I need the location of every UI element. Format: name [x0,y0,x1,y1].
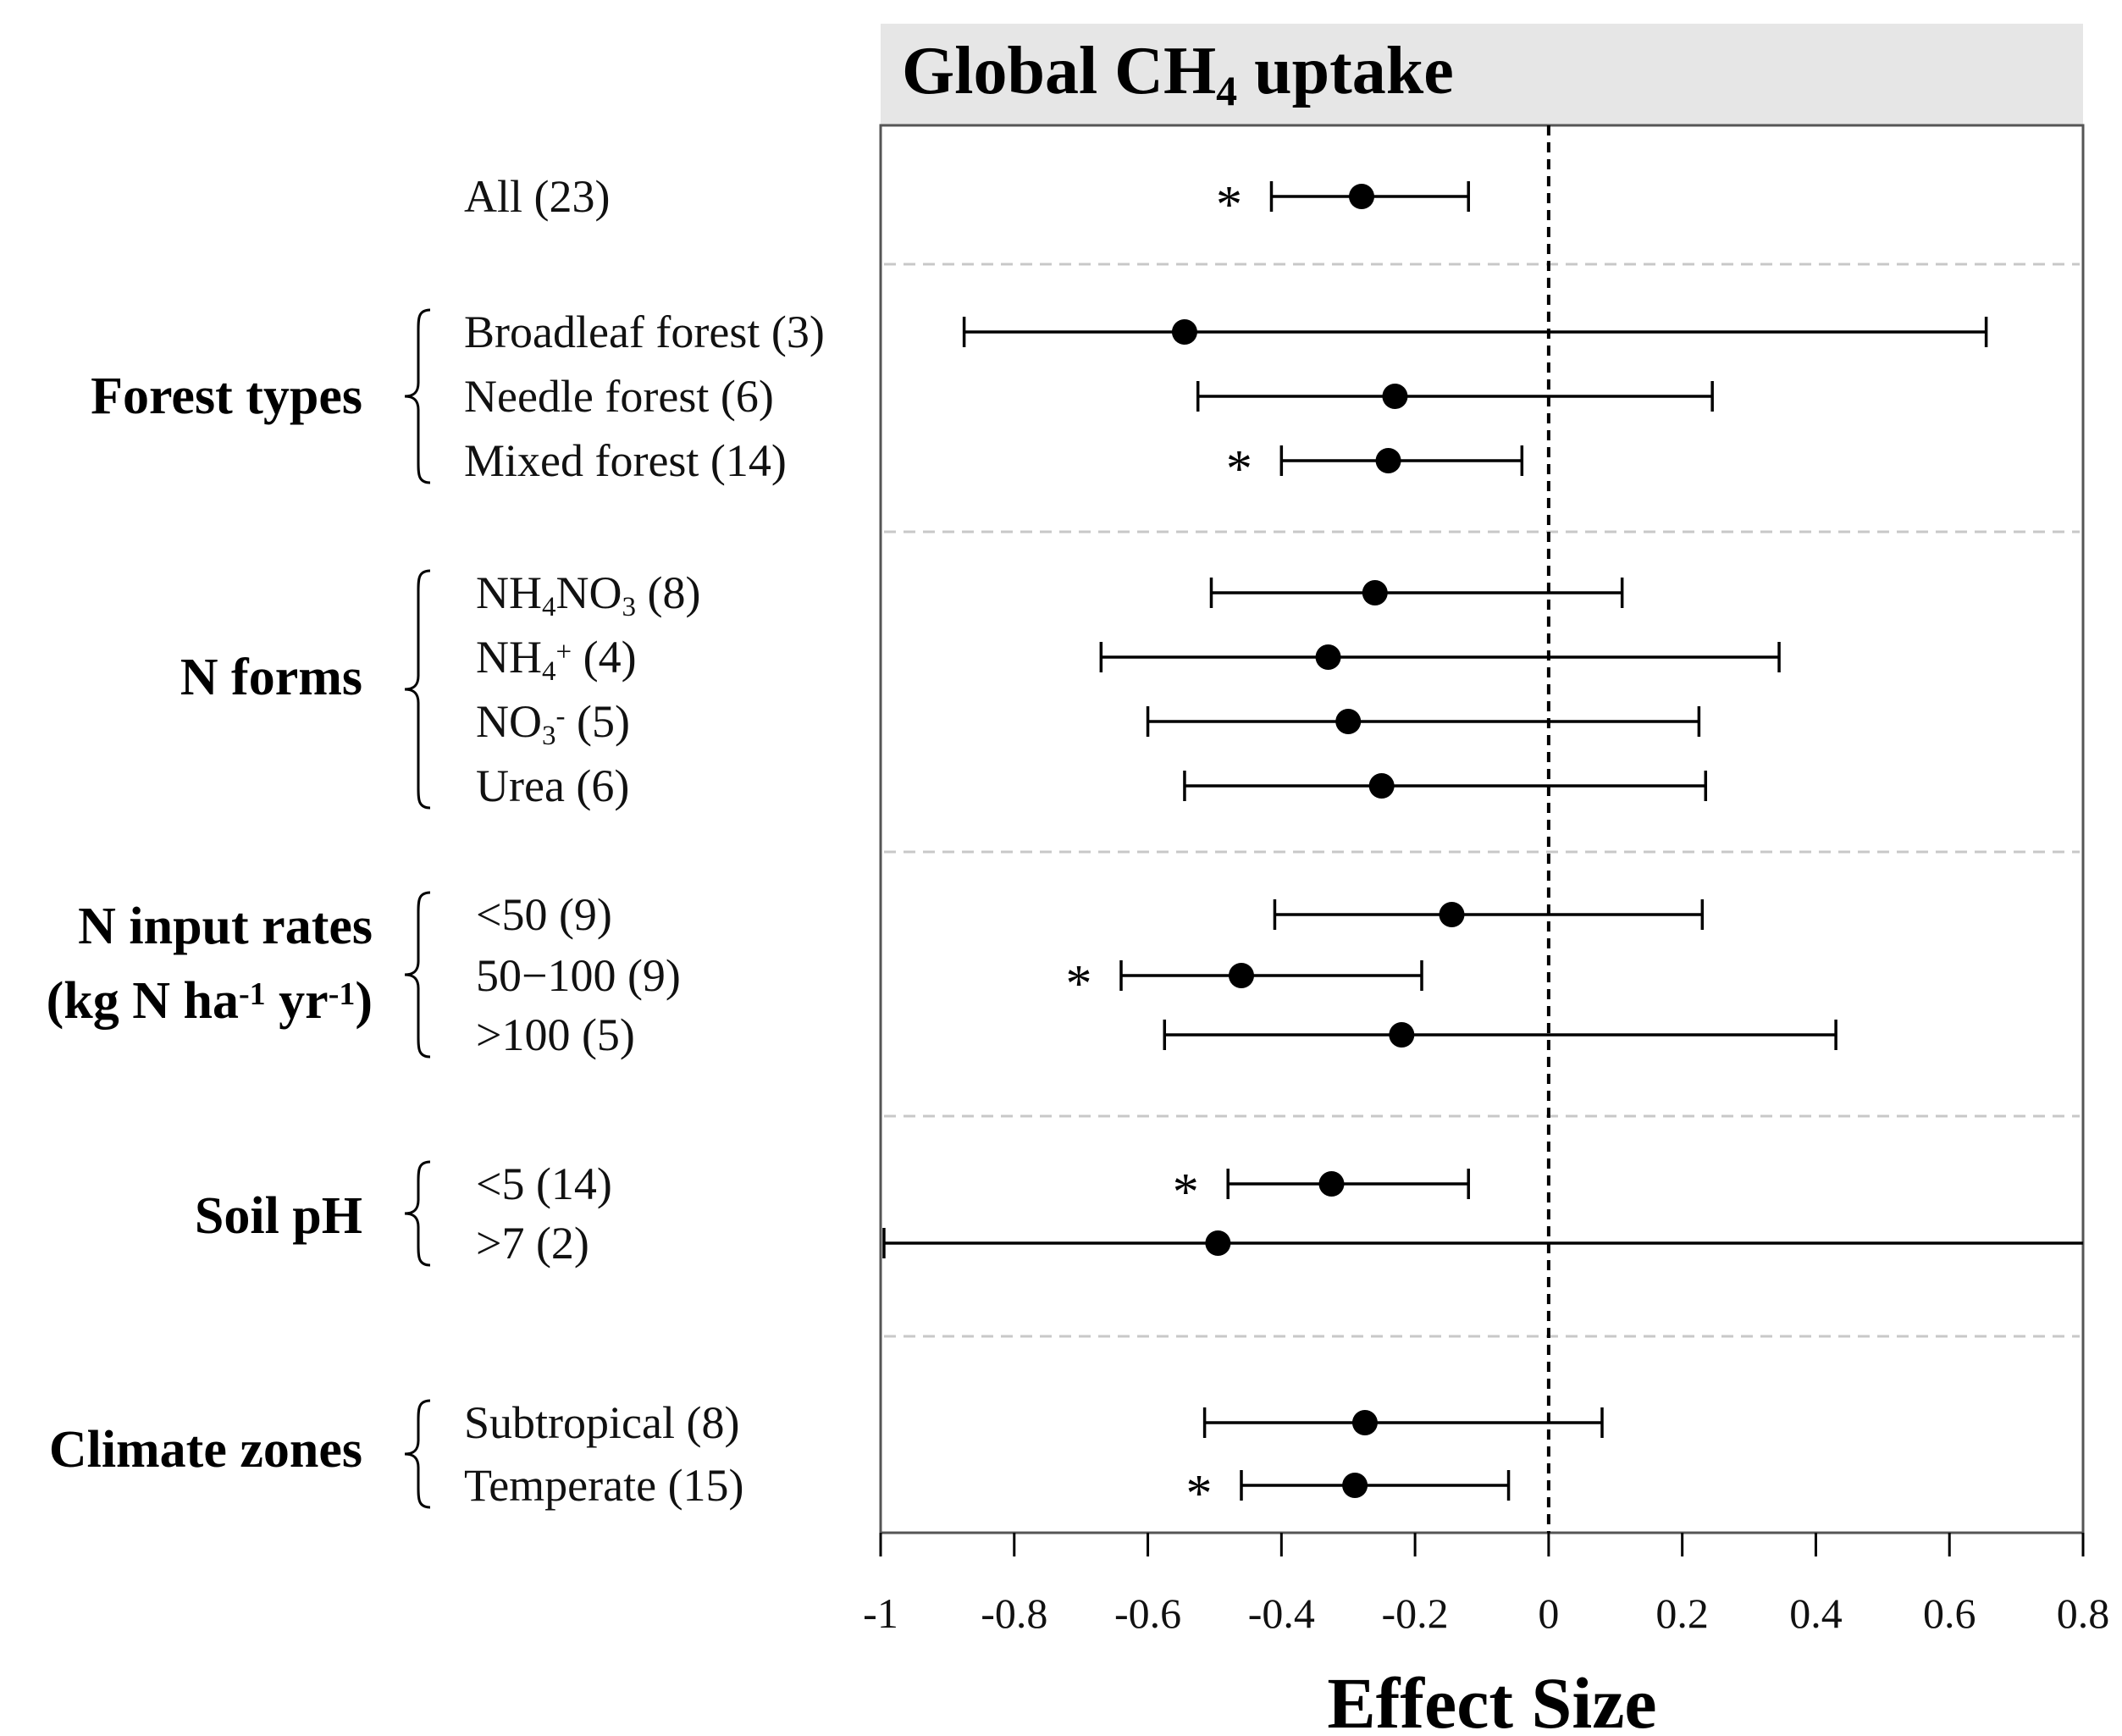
group-separators [884,263,2080,1338]
label-fragment: 4 [542,656,556,687]
category-labels: All (23) Broadleaf forest (3) Needle fores… [47,171,825,1511]
group-label: Forest types [91,368,362,425]
label-fragment: ) [355,972,373,1030]
x-tick-label: 0.4 [1789,1589,1843,1637]
label-fragment: 50−100 (9) [476,950,681,1001]
label-fragment: Temperate (15) [464,1460,744,1511]
significance-star: * [1226,440,1252,498]
group-brace [404,1160,431,1267]
label-fragment: Mixed forest (14) [464,435,787,486]
category-label: 50−100 (9) [476,950,681,1001]
mean-point [1382,384,1408,409]
group-label: (kg N ha-1 yr-1) [47,972,373,1030]
plot-frame [879,124,2085,1534]
group-label: N forms [180,649,362,706]
label-fragment: NO [556,567,622,618]
label-fragment: - [556,701,566,732]
significance-star: * [1173,1164,1199,1221]
category-label: Broadleaf forest (3) [464,307,825,357]
category-label: NO3- (5) [476,696,630,751]
category-label: Temperate (15) [464,1460,744,1511]
label-fragment: 4 [542,592,556,622]
label-fragment: -1 [239,976,266,1012]
x-tick-label: -0.4 [1248,1589,1315,1637]
group-label: Climate zones [49,1421,362,1479]
mean-point [1342,1473,1368,1498]
label-fragment: >100 (5) [476,1009,635,1060]
label-fragment: 3 [622,592,637,622]
label-fragment: Subtropical (8) [464,1397,739,1448]
label-fragment: (8) [636,567,700,618]
x-tick-label: 0 [1538,1589,1559,1637]
x-tick-label: 0.8 [2057,1589,2110,1637]
label-fragment: (5) [566,696,630,747]
label-fragment: NH [476,632,542,683]
category-label: Subtropical (8) [464,1397,739,1448]
significance-star: * [1066,955,1092,1013]
significance-star: * [1186,1465,1213,1523]
label-fragment: <50 (9) [476,889,612,940]
label-fragment: -1 [329,976,356,1012]
group-brace [404,569,431,810]
x-tick-label: -0.2 [1382,1589,1449,1637]
category-label: Needle forest (6) [464,371,774,422]
label-fragment: Needle forest (6) [464,371,774,422]
mean-point [1229,963,1254,988]
label-fragment: >7 (2) [476,1218,589,1269]
category-label: All (23) [464,171,610,222]
chart-title: Global CH4 uptake [902,34,1454,114]
x-tick-label: -0.6 [1114,1589,1181,1637]
group-label: N input rates [78,898,373,955]
mean-point [1368,773,1395,799]
x-tick-label: -0.8 [981,1589,1047,1637]
group-brace [404,1399,431,1509]
x-axis: -1 -0.8 -0.6 -0.4 -0.2 0 0.2 0.4 0.6 0.8 [863,1533,2109,1637]
mean-point [1375,448,1401,473]
category-label: <5 (14) [476,1158,612,1209]
label-fragment: (4) [572,632,636,683]
mean-point [1335,709,1362,734]
group-brace [404,308,431,484]
mean-point [1315,644,1341,670]
x-axis-title: Effect Size [1327,1662,1656,1736]
label-fragment: yr [266,972,329,1030]
x-tick-label: 0.2 [1655,1589,1709,1637]
label-fragment: Broadleaf forest (3) [464,307,825,357]
category-label: NH4+ (4) [476,632,637,687]
mean-point [1362,580,1388,605]
mean-point [1439,902,1465,927]
x-tick-label: 0.6 [1923,1589,1976,1637]
label-fragment: 3 [542,721,556,751]
label-fragment: All (23) [464,171,610,222]
effect-size-marks: * * * * * [882,176,2083,1523]
significance-star: * [1216,176,1242,234]
mean-point [1351,1410,1378,1435]
label-fragment: uptake [1237,34,1454,108]
label-fragment: NH [476,567,542,618]
x-tick-label: -1 [863,1589,898,1637]
title-bar [881,24,2083,125]
label-fragment: Urea (6) [476,760,629,811]
category-label: >7 (2) [476,1218,589,1269]
label-fragment: 4 [1216,67,1237,114]
category-label: Mixed forest (14) [464,435,787,486]
label-fragment: N input rates [78,898,373,955]
category-label: <50 (9) [476,889,612,940]
mean-point [1389,1022,1415,1048]
mean-point [1205,1230,1231,1256]
category-label: NH4NO3 (8) [476,567,700,622]
label-fragment: + [556,637,572,667]
label-fragment: (kg N ha [47,972,239,1030]
category-label: >100 (5) [476,1009,635,1060]
mean-point [1349,184,1374,209]
category-label: Urea (6) [476,760,629,811]
label-fragment: <5 (14) [476,1158,612,1209]
label-fragment: NO [476,696,542,747]
mean-point [1318,1171,1345,1197]
group-brace [404,891,431,1059]
group-label: Soil pH [195,1187,362,1245]
label-fragment: Global CH [902,34,1216,108]
mean-point [1171,319,1197,345]
